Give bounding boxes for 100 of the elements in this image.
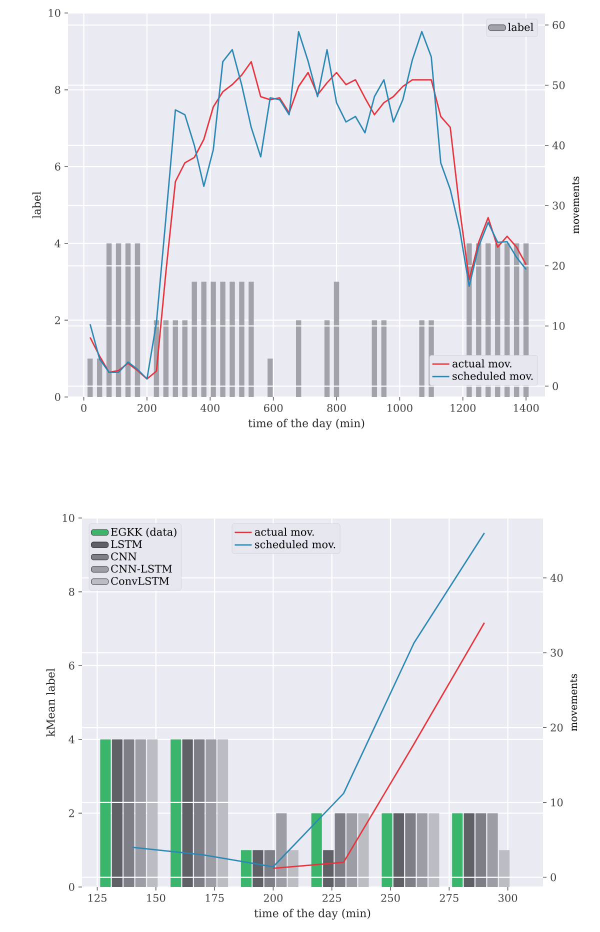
bar — [476, 813, 486, 887]
y2-axis-title: movements — [572, 176, 580, 234]
bar — [372, 320, 378, 397]
bar — [106, 243, 112, 397]
bar — [276, 813, 287, 887]
bar — [452, 813, 463, 887]
legend-label: CNN-LSTM — [111, 564, 172, 573]
bar — [268, 358, 273, 397]
y2-tick-label: 40 — [552, 141, 565, 150]
x-tick-label: 400 — [200, 404, 220, 412]
bar — [172, 320, 178, 397]
legend-label: ConvLSTM — [111, 576, 169, 585]
x-tick-label: 225 — [322, 894, 342, 902]
bar — [487, 813, 498, 887]
x-tick-label: 200 — [264, 894, 283, 902]
y-tick-label: 4 — [54, 239, 60, 248]
bar — [419, 320, 424, 397]
bar — [252, 850, 264, 887]
bar — [405, 813, 416, 887]
x-tick-label: 275 — [440, 894, 458, 902]
bar — [217, 739, 228, 887]
legend-label: EGKK (data) — [111, 528, 176, 538]
bar — [428, 813, 440, 887]
bar — [239, 282, 244, 397]
bar — [381, 320, 387, 397]
y-tick-label: 10 — [48, 9, 60, 17]
x-tick-label: 600 — [264, 404, 283, 412]
y-axis-title: kMean label — [46, 668, 55, 737]
bar — [393, 813, 404, 887]
x-tick-label: 125 — [88, 894, 106, 902]
x-tick-label: 175 — [206, 894, 224, 902]
y-tick-label: 0 — [54, 393, 60, 401]
legend-label: scheduled mov. — [452, 372, 533, 380]
bar — [323, 850, 334, 887]
bar — [124, 739, 134, 887]
x-tick-label: 1000 — [388, 404, 412, 412]
bar — [100, 739, 111, 887]
y-tick-label: 8 — [55, 86, 60, 94]
bar — [182, 739, 193, 887]
x-tick-label: 200 — [138, 404, 156, 412]
bar — [192, 282, 197, 397]
bar — [230, 282, 235, 397]
bar — [147, 739, 158, 887]
bar — [220, 282, 226, 397]
x-axis-title: time of the day (min) — [248, 418, 364, 430]
y-tick-label: 10 — [62, 514, 74, 522]
y-tick-label: 6 — [69, 662, 74, 670]
x-tick-label: 300 — [498, 894, 518, 902]
bar — [382, 813, 392, 887]
y-tick-label: 4 — [68, 736, 74, 744]
bar — [311, 813, 322, 887]
bar — [163, 320, 169, 397]
y2-tick-label: 50 — [552, 81, 565, 90]
y-axis-title: label — [32, 192, 41, 218]
bar — [334, 282, 340, 397]
legend-label: scheduled mov. — [255, 540, 336, 548]
y2-tick-label: 0 — [552, 382, 558, 390]
x-tick-label: 1200 — [450, 404, 476, 412]
bar — [116, 243, 122, 397]
x-tick-label: 250 — [381, 894, 400, 902]
legend-label: CNN — [111, 552, 136, 560]
bar — [296, 320, 302, 397]
y2-tick-label: 0 — [550, 873, 556, 882]
y2-tick-label: 30 — [552, 202, 565, 210]
y-tick-label: 0 — [68, 883, 74, 891]
bar — [134, 243, 140, 397]
x-tick-label: 1400 — [514, 404, 539, 412]
y2-axis-title: movements — [570, 674, 578, 732]
y2-tick-label: 40 — [550, 574, 563, 582]
legend-label: LSTM — [111, 540, 142, 548]
legend-label: actual mov. — [254, 528, 314, 536]
y2-tick-label: 30 — [550, 648, 563, 657]
bar — [112, 739, 122, 887]
bar — [464, 813, 474, 887]
bar — [125, 243, 131, 397]
line-series — [272, 622, 486, 869]
bar — [206, 739, 216, 887]
bar — [210, 282, 216, 397]
bar — [201, 282, 206, 397]
y-tick-label: 6 — [55, 162, 60, 171]
y-tick-label: 2 — [55, 316, 60, 324]
bar — [358, 813, 369, 887]
y2-tick-label: 10 — [553, 322, 565, 330]
bar — [88, 358, 93, 397]
bar — [248, 282, 254, 397]
bar — [240, 850, 252, 887]
bar — [334, 813, 346, 887]
legend-label: actual mov. — [452, 359, 512, 368]
y2-tick-label: 20 — [552, 262, 565, 270]
y2-tick-label: 60 — [552, 21, 565, 29]
x-tick-label: 800 — [327, 404, 346, 412]
x-axis-title: time of the day (min) — [254, 908, 370, 920]
bar — [170, 739, 182, 887]
legend-label: label — [508, 22, 534, 32]
bar — [416, 813, 428, 887]
bar — [182, 320, 188, 397]
y-tick-label: 8 — [69, 588, 74, 596]
x-tick-label: 150 — [147, 894, 166, 902]
bar — [324, 320, 330, 397]
bar — [135, 739, 146, 887]
